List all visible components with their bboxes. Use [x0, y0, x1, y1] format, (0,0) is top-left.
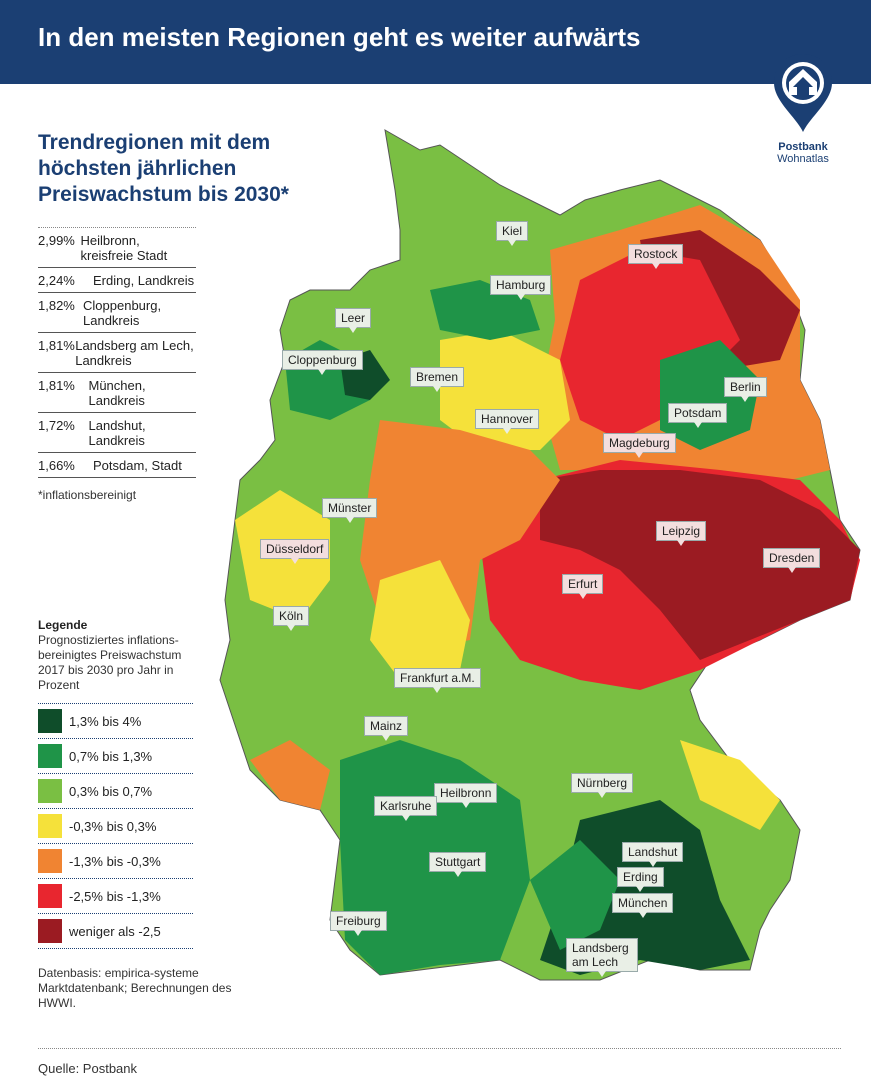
city-label: Cloppenburg — [282, 350, 363, 375]
region-hamburg-green — [430, 280, 540, 340]
ranking-region: Landshut, Landkreis — [88, 418, 146, 448]
postbank-logo: Postbank Wohnatlas — [768, 52, 838, 165]
ranking-row: 2,99% Heilbronn, kreisfreie Stadt — [38, 228, 196, 268]
ranking-pct: 1,72% — [38, 418, 75, 433]
city-label: Rostock — [628, 244, 684, 269]
city-label: Magdeburg — [603, 433, 676, 458]
footer-source: Quelle: Postbank — [38, 1061, 138, 1076]
legend-label: -0,3% bis 0,3% — [69, 818, 157, 834]
data-source: Datenbasis: empirica-systeme Marktdatenb… — [38, 966, 232, 1010]
legend-item: -2,5% bis -1,3% — [38, 879, 193, 914]
footnote: *inflationsbereinigt — [38, 488, 137, 502]
city-label: Dresden — [763, 548, 821, 573]
city-label: Köln — [273, 606, 310, 631]
ranking-row: 1,81% München, Landkreis — [38, 373, 196, 413]
city-label: Mainz — [364, 716, 409, 741]
ranking-region: Erding, Landkreis — [93, 273, 195, 288]
header-banner: In den meisten Regionen geht es weiter a… — [0, 0, 871, 84]
legend: Legende Prognostiziertes inflations-bere… — [38, 618, 193, 949]
ranking-pct: 1,66% — [38, 458, 75, 473]
ranking-region: Cloppenburg, Landkreis — [83, 298, 162, 328]
city-label: Erfurt — [562, 574, 604, 599]
legend-label: -1,3% bis -0,3% — [69, 853, 161, 869]
region-east-darkred — [540, 470, 860, 660]
legend-swatch — [38, 779, 62, 803]
legend-item: -1,3% bis -0,3% — [38, 844, 193, 879]
legend-swatch — [38, 709, 62, 733]
legend-swatch — [38, 849, 62, 873]
city-label: München — [612, 893, 674, 918]
city-label: Leer — [335, 308, 372, 333]
ranking-region: Landsberg am Lech, Landkreis — [75, 338, 194, 368]
region-hesse-yellow — [370, 560, 470, 680]
city-label: Hamburg — [490, 275, 552, 300]
city-label: Düsseldorf — [260, 539, 330, 564]
city-label: Frankfurt a.M. — [394, 668, 481, 693]
region-east-bavaria-yellow — [680, 740, 780, 830]
legend-swatch — [38, 919, 62, 943]
city-label: Freiburg — [330, 911, 387, 936]
ranking-row: 1,66% Potsdam, Stadt — [38, 453, 196, 478]
city-label: Nürnberg — [571, 773, 634, 798]
ranking-row: 1,72% Landshut, Landkreis — [38, 413, 196, 453]
city-label: Karlsruhe — [374, 796, 438, 821]
city-label: Landshut — [622, 842, 684, 867]
ranking-pct: 1,82% — [38, 298, 75, 313]
city-label: Berlin — [724, 377, 767, 402]
ranking-row: 1,82% Cloppenburg, Landkreis — [38, 293, 196, 333]
city-label: Leipzig — [656, 521, 707, 546]
legend-item: -0,3% bis 0,3% — [38, 809, 193, 844]
ranking-title: Trendregionen mit dem höchsten jährliche… — [38, 131, 289, 206]
city-label: Landsberg am Lech — [566, 938, 638, 977]
logo-sub: Wohnatlas — [777, 153, 829, 165]
city-label: Erding — [617, 867, 664, 892]
divider — [38, 1048, 841, 1049]
city-label: Hannover — [475, 409, 540, 434]
city-label: Potsdam — [668, 403, 728, 428]
legend-label: 0,3% bis 0,7% — [69, 783, 153, 799]
ranking-row: 2,24% Erding, Landkreis — [38, 268, 196, 293]
legend-swatch — [38, 744, 62, 768]
house-pin-icon — [774, 54, 832, 132]
legend-swatch — [38, 814, 62, 838]
legend-label: 1,3% bis 4% — [69, 713, 142, 729]
legend-description: Prognostiziertes inflations-bereinigtes … — [38, 633, 182, 692]
legend-label: 0,7% bis 1,3% — [69, 748, 153, 764]
ranking-pct: 1,81% — [38, 378, 75, 393]
ranking-region: München, Landkreis — [88, 378, 146, 408]
region-southwest-orange — [250, 740, 330, 810]
logo-name: Postbank — [778, 141, 828, 153]
legend-swatch — [38, 884, 62, 908]
page-title: In den meisten Regionen geht es weiter a… — [38, 22, 641, 52]
ranking-region: Heilbronn, kreisfreie Stadt — [80, 233, 168, 263]
city-label: Stuttgart — [429, 852, 487, 877]
legend-item: weniger als -2,5 — [38, 914, 193, 949]
ranking-pct: 2,99% — [38, 233, 75, 248]
legend-title: Legende — [38, 618, 88, 632]
ranking-region: Potsdam, Stadt — [93, 458, 182, 473]
region-bavaria-green — [530, 840, 620, 950]
city-label: Bremen — [410, 367, 465, 392]
legend-label: weniger als -2,5 — [69, 923, 161, 939]
ranking-pct: 1,81% — [38, 338, 75, 353]
legend-item: 1,3% bis 4% — [38, 704, 193, 739]
city-label: Münster — [322, 498, 378, 523]
legend-item: 0,3% bis 0,7% — [38, 774, 193, 809]
legend-label: -2,5% bis -1,3% — [69, 888, 161, 904]
city-label: Heilbronn — [434, 783, 498, 808]
region-north-red — [560, 250, 740, 440]
legend-item: 0,7% bis 1,3% — [38, 739, 193, 774]
ranking-table: 2,99% Heilbronn, kreisfreie Stadt 2,24% Erd… — [38, 227, 196, 478]
city-label: Kiel — [496, 221, 529, 246]
ranking-row: 1,81% Landsberg am Lech, Landkreis — [38, 333, 196, 373]
ranking-pct: 2,24% — [38, 273, 75, 288]
